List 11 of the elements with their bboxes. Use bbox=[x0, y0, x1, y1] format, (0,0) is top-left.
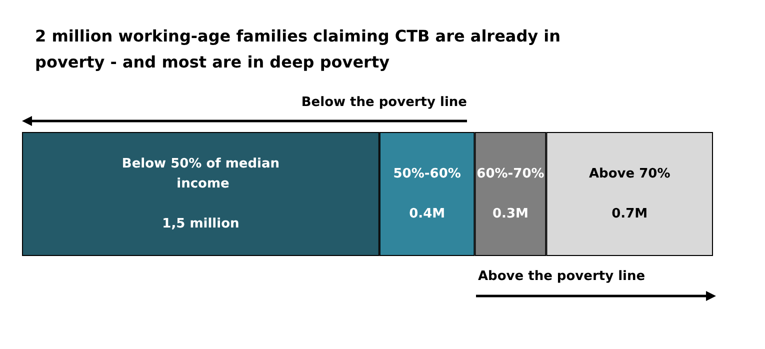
chart-title: 2 million working-age families claiming CTB are already in poverty - and most are in deep poverty bbox=[35, 26, 566, 72]
data-label: 0.7M bbox=[612, 206, 648, 222]
series-label: 60%-70% bbox=[476, 166, 544, 182]
text: Above the poverty line bbox=[478, 269, 646, 284]
series-label: Above 70% bbox=[588, 166, 670, 182]
data-label: 0.4M bbox=[409, 206, 446, 222]
series-label: 50%-60% bbox=[393, 166, 461, 182]
data-label: 1,5 million bbox=[162, 216, 240, 232]
series-label: Below 50% of median income bbox=[122, 156, 280, 192]
text: Below the poverty line bbox=[301, 95, 468, 110]
data-label: 0.3M bbox=[492, 206, 528, 222]
